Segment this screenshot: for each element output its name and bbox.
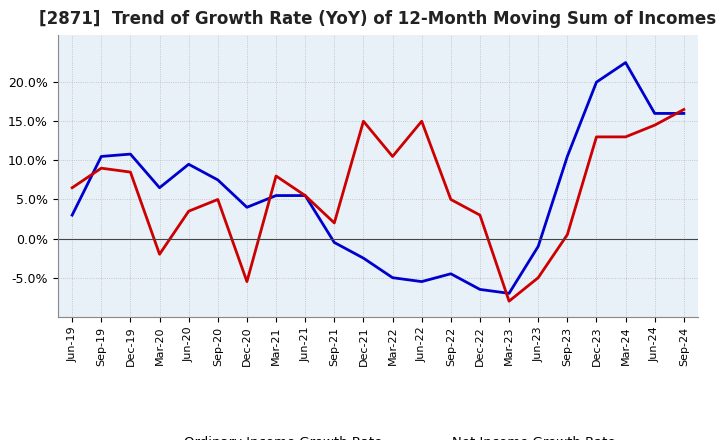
Line: Ordinary Income Growth Rate: Ordinary Income Growth Rate	[72, 62, 684, 293]
Ordinary Income Growth Rate	[126, 151, 135, 157]
Net Income Growth Rate	[156, 252, 164, 257]
Ordinary Income Growth Rate	[97, 154, 106, 159]
Net Income Growth Rate	[476, 213, 485, 218]
Ordinary Income Growth Rate	[388, 275, 397, 280]
Net Income Growth Rate	[505, 298, 513, 304]
Net Income Growth Rate	[534, 275, 543, 280]
Net Income Growth Rate	[330, 220, 338, 226]
Net Income Growth Rate	[301, 193, 310, 198]
Net Income Growth Rate	[418, 119, 426, 124]
Ordinary Income Growth Rate	[446, 271, 455, 276]
Ordinary Income Growth Rate	[330, 240, 338, 245]
Ordinary Income Growth Rate	[505, 291, 513, 296]
Ordinary Income Growth Rate	[650, 111, 659, 116]
Net Income Growth Rate	[592, 134, 600, 139]
Net Income Growth Rate	[126, 169, 135, 175]
Ordinary Income Growth Rate	[184, 161, 193, 167]
Ordinary Income Growth Rate	[680, 111, 688, 116]
Net Income Growth Rate	[271, 173, 280, 179]
Ordinary Income Growth Rate	[156, 185, 164, 191]
Ordinary Income Growth Rate	[271, 193, 280, 198]
Ordinary Income Growth Rate	[418, 279, 426, 284]
Title: [2871]  Trend of Growth Rate (YoY) of 12-Month Moving Sum of Incomes: [2871] Trend of Growth Rate (YoY) of 12-…	[40, 10, 716, 28]
Net Income Growth Rate	[388, 154, 397, 159]
Legend: Ordinary Income Growth Rate, Net Income Growth Rate: Ordinary Income Growth Rate, Net Income …	[135, 430, 621, 440]
Ordinary Income Growth Rate	[592, 80, 600, 85]
Ordinary Income Growth Rate	[563, 154, 572, 159]
Net Income Growth Rate	[359, 119, 368, 124]
Ordinary Income Growth Rate	[301, 193, 310, 198]
Net Income Growth Rate	[621, 134, 630, 139]
Net Income Growth Rate	[184, 209, 193, 214]
Ordinary Income Growth Rate	[213, 177, 222, 183]
Ordinary Income Growth Rate	[359, 256, 368, 261]
Net Income Growth Rate	[68, 185, 76, 191]
Net Income Growth Rate	[563, 232, 572, 237]
Ordinary Income Growth Rate	[68, 213, 76, 218]
Net Income Growth Rate	[213, 197, 222, 202]
Ordinary Income Growth Rate	[534, 244, 543, 249]
Ordinary Income Growth Rate	[476, 287, 485, 292]
Ordinary Income Growth Rate	[243, 205, 251, 210]
Ordinary Income Growth Rate	[621, 60, 630, 65]
Net Income Growth Rate	[243, 279, 251, 284]
Net Income Growth Rate	[680, 107, 688, 112]
Line: Net Income Growth Rate: Net Income Growth Rate	[72, 110, 684, 301]
Net Income Growth Rate	[650, 122, 659, 128]
Net Income Growth Rate	[446, 197, 455, 202]
Net Income Growth Rate	[97, 165, 106, 171]
